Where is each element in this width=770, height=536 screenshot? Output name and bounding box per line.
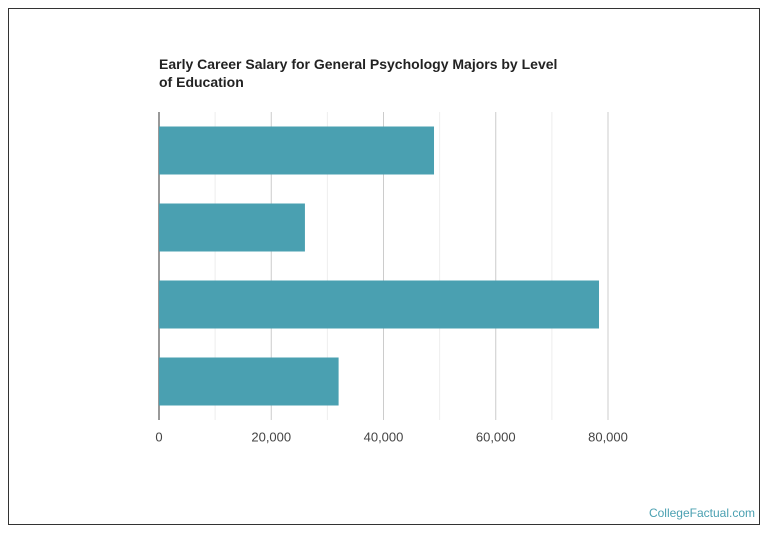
x-tick-label: 80,000 <box>588 429 628 444</box>
x-tick-label: 60,000 <box>476 429 516 444</box>
x-tick-label: 0 <box>155 429 162 444</box>
x-tick-label: 20,000 <box>251 429 291 444</box>
frame <box>8 8 760 525</box>
source: CollegeFactual.com <box>649 506 755 520</box>
chart-title: Early Career Salary for General Psycholo… <box>159 56 558 90</box>
bar <box>159 126 435 175</box>
bar <box>159 203 305 252</box>
bar <box>159 357 339 406</box>
x-tick-label: 40,000 <box>364 429 404 444</box>
bar <box>159 280 600 329</box>
